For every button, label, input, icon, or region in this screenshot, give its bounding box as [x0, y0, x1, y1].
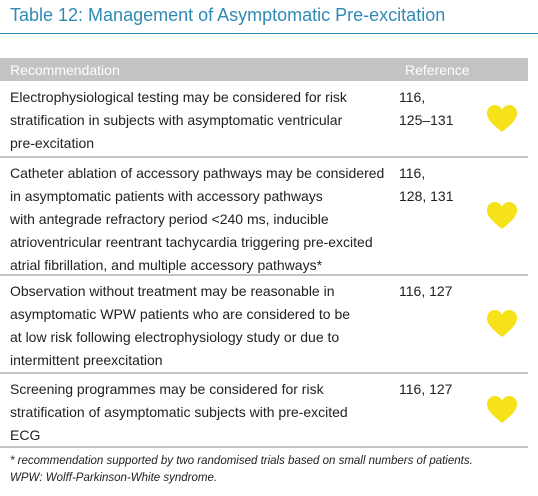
heart-shape: [487, 202, 517, 229]
text-line: Observation without treatment may be rea…: [10, 283, 335, 299]
footnote: * recommendation supported by two random…: [10, 455, 473, 467]
text-line: pre-excitation: [10, 135, 95, 151]
heart-icon: [487, 105, 517, 132]
reference: 116, 128, 131: [399, 162, 454, 208]
text-line: 128, 131: [399, 188, 454, 204]
text-line: ECG: [10, 427, 41, 443]
header-cell: Reference: [405, 62, 470, 78]
table-header: Recommendation Reference: [0, 58, 528, 81]
recommendation: Catheter ablation of accessory pathways …: [10, 162, 384, 277]
reference: 116, 127: [399, 378, 452, 401]
text-line: atrioventricular reentrant tachycardia t…: [10, 234, 373, 250]
heart-icon: [487, 310, 517, 337]
table-row: Observation without treatment may be rea…: [0, 276, 528, 374]
recommendation: Observation without treatment may be rea…: [10, 280, 350, 372]
heart-shape: [487, 310, 517, 337]
heart-shape: [487, 396, 517, 423]
text-line: Catheter ablation of accessory pathways …: [10, 165, 385, 181]
footnote: WPW: Wolff-Parkinson-White syndrome.: [10, 472, 218, 484]
text-line: with antegrade refractory period <240 ms…: [10, 211, 329, 227]
text-line: asymptomatic WPW patients who are consid…: [10, 306, 351, 322]
recommendation: Screening programmes may be considered f…: [10, 378, 348, 447]
text-line: Electrophysiological testing may be cons…: [10, 89, 347, 105]
header-cell: Recommendation: [10, 62, 120, 78]
reference: 116, 125–131: [399, 86, 454, 132]
text-line: in asymptomatic patients with accessory …: [10, 188, 323, 204]
table-row: Electrophysiological testing may be cons…: [0, 82, 528, 158]
title-rule: [0, 33, 538, 34]
text-line: 125–131: [399, 112, 454, 128]
text-line: stratification of asymptomatic subjects …: [10, 404, 348, 420]
recommendation: Electrophysiological testing may be cons…: [10, 86, 347, 155]
text-line: 116,: [399, 165, 426, 181]
text-line: 116, 127: [399, 283, 453, 299]
reference: 116, 127: [399, 280, 452, 303]
heart-icon: [487, 202, 517, 229]
text-line: 116, 127: [399, 381, 453, 397]
title: Table 12: Management of Asymptomatic Pre…: [10, 5, 446, 25]
table-row: Screening programmes may be considered f…: [0, 374, 528, 448]
text-line: Screening programmes may be considered f…: [10, 381, 324, 397]
text-line: stratification in subjects with asymptom…: [10, 112, 343, 128]
text-line: intermittent preexcitation: [10, 352, 163, 368]
text-line: at low risk following electrophysiology …: [10, 329, 340, 345]
text-line: 116,: [399, 89, 426, 105]
text-line: atrial fibrillation, and multiple access…: [10, 257, 323, 273]
table-row: Catheter ablation of accessory pathways …: [0, 158, 528, 276]
heart-shape: [487, 105, 517, 132]
heart-icon: [487, 396, 517, 423]
